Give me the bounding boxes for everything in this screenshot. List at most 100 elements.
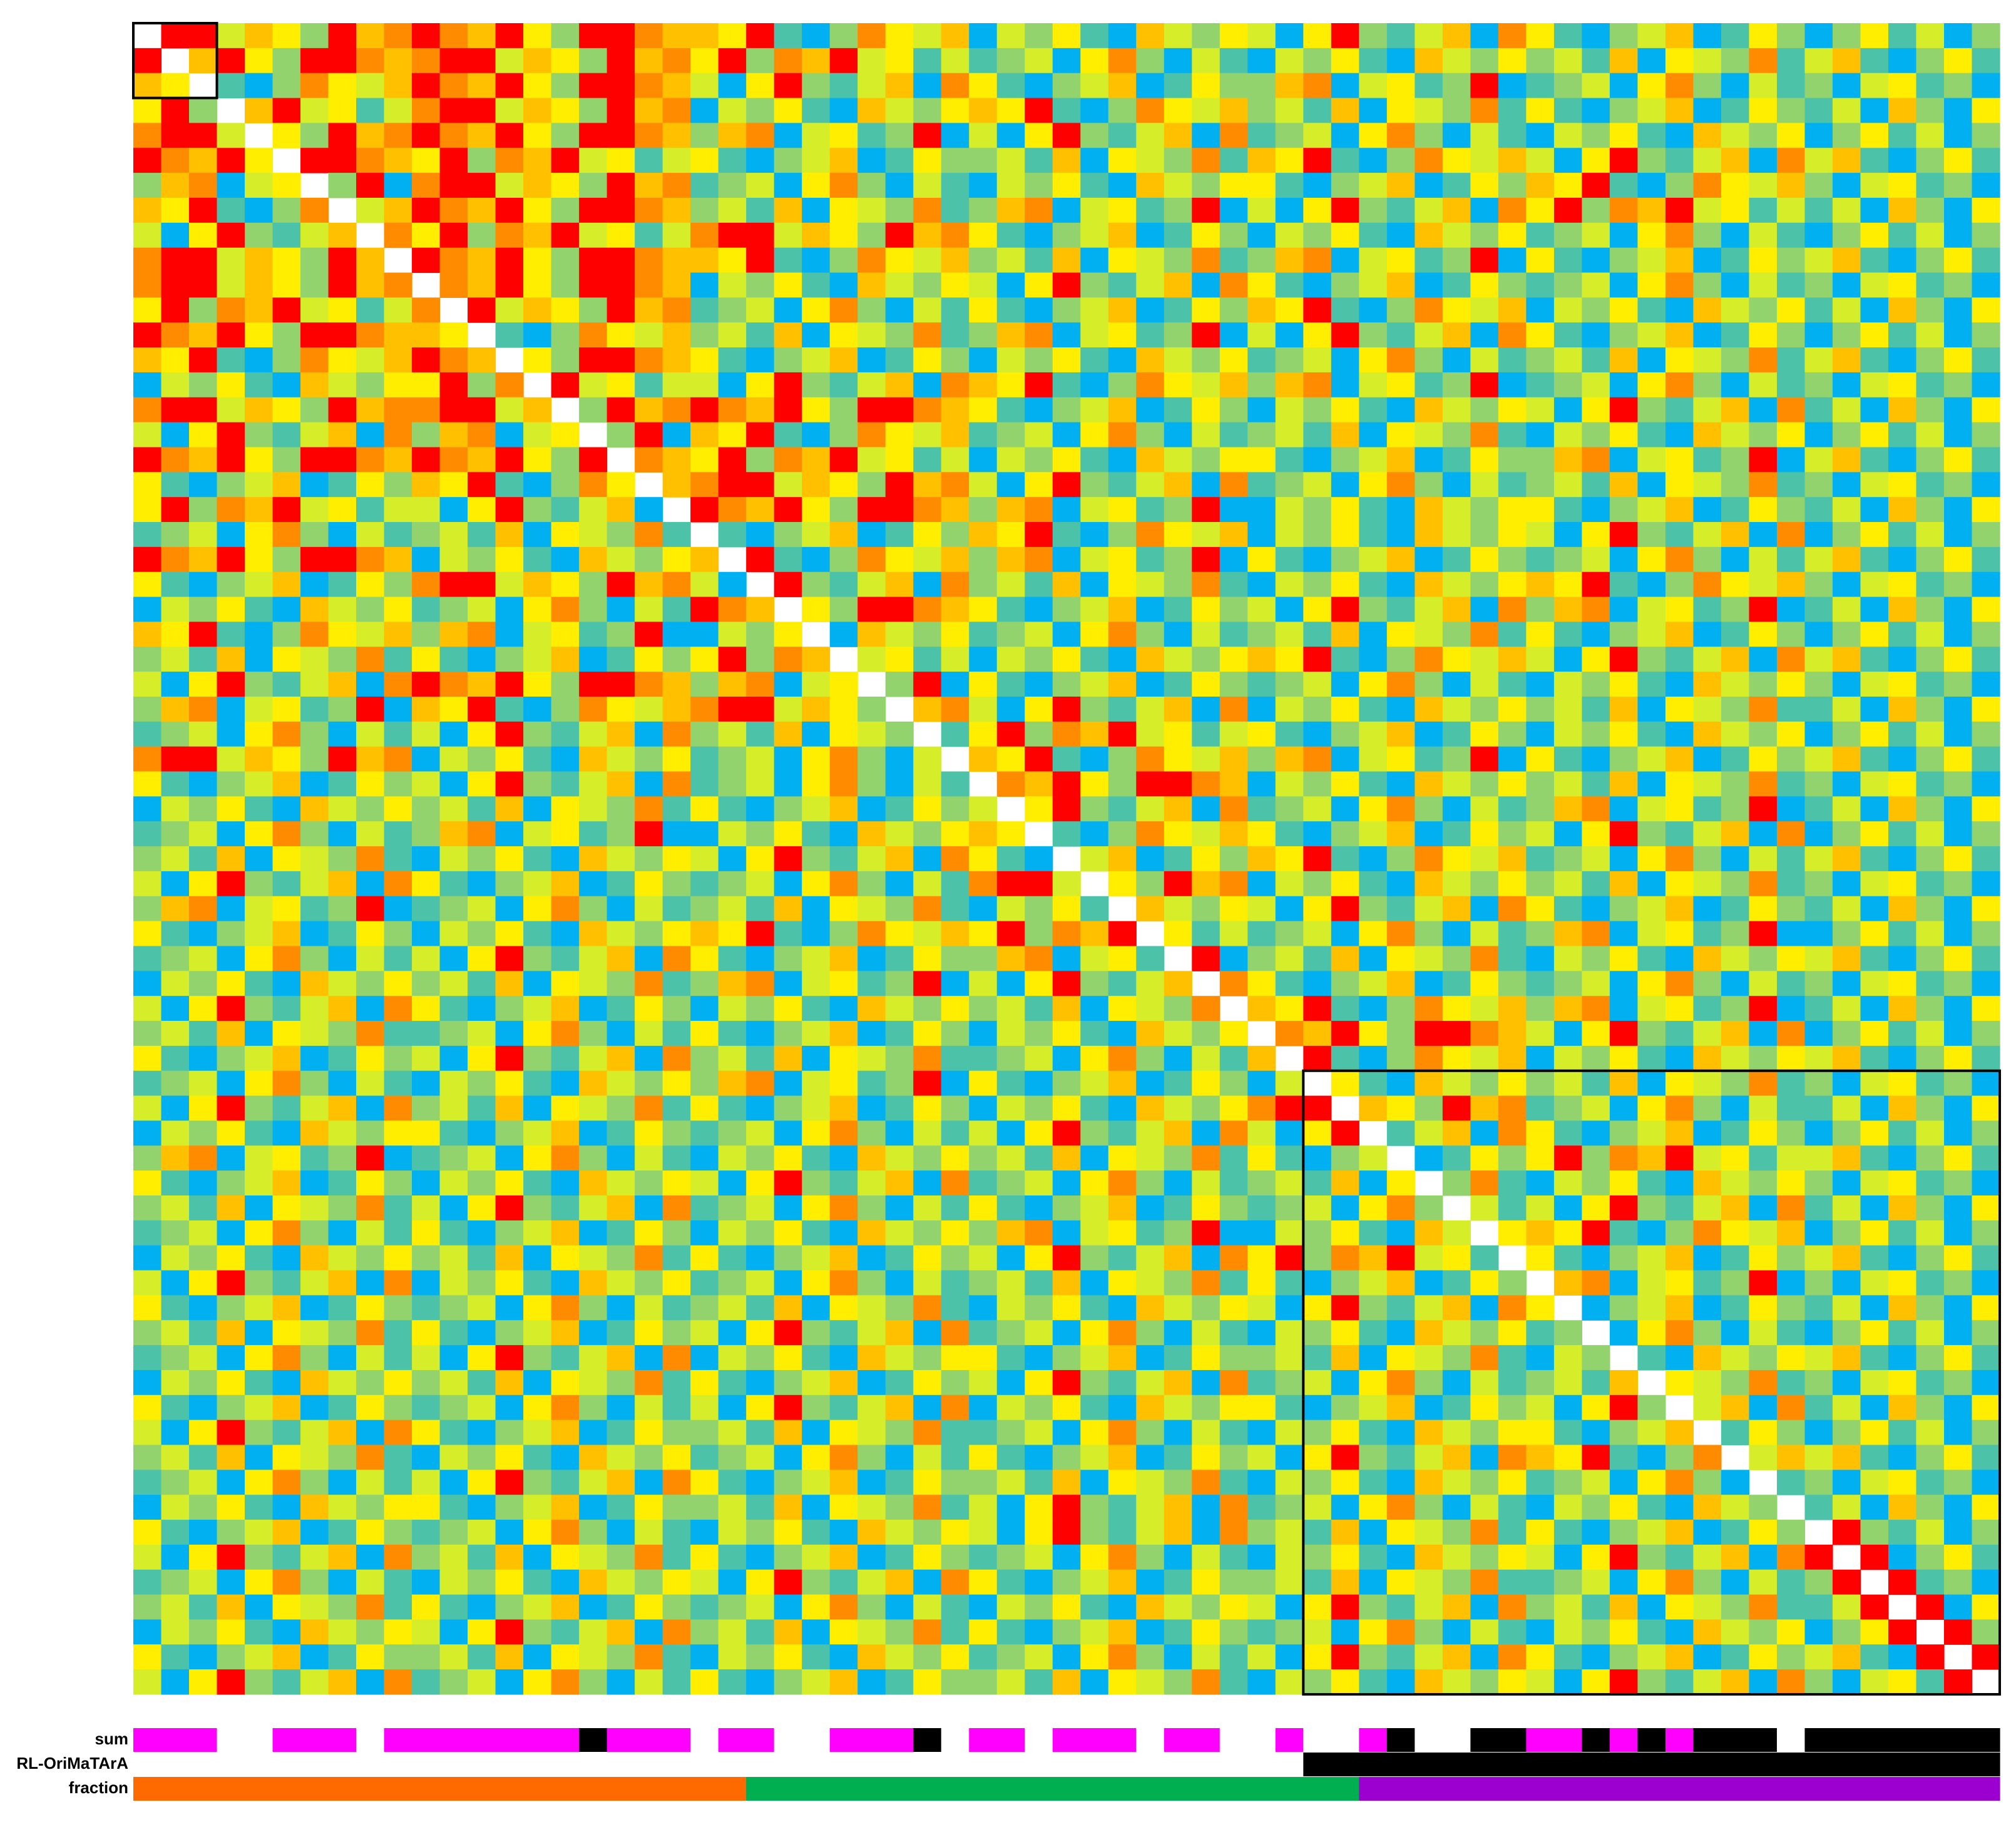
track-cell: [857, 1753, 886, 1776]
heatmap-cell: [885, 1520, 914, 1545]
heatmap-cell: [1553, 1420, 1582, 1446]
heatmap-cell: [1470, 522, 1499, 548]
heatmap-cell: [941, 1070, 970, 1097]
heatmap-cell: [1972, 1594, 2000, 1620]
heatmap-cell: [1860, 472, 1889, 498]
track-cell: [1415, 1753, 1443, 1776]
heatmap-cell: [1415, 1420, 1443, 1446]
heatmap-cell: [1080, 946, 1109, 971]
heatmap-cell: [245, 1021, 274, 1047]
heatmap-cell: [356, 1095, 385, 1122]
heatmap-cell: [1582, 48, 1610, 74]
heatmap-cell: [1553, 123, 1582, 148]
heatmap-cell: [468, 596, 496, 623]
heatmap-cell: [996, 1520, 1025, 1545]
heatmap-cell: [523, 222, 552, 248]
heatmap-cell: [1359, 422, 1388, 448]
heatmap-cell: [384, 846, 412, 872]
heatmap-cell: [300, 48, 329, 74]
heatmap-cell: [1804, 173, 1833, 198]
heatmap-cell: [774, 546, 802, 573]
heatmap-cell: [1080, 1520, 1109, 1545]
heatmap-cell: [1553, 1445, 1582, 1470]
heatmap-cell: [969, 1021, 998, 1047]
heatmap-cell: [1832, 1594, 1861, 1620]
heatmap-cell: [1749, 397, 1778, 423]
heatmap-cell: [439, 1594, 468, 1620]
heatmap-cell: [245, 1195, 274, 1221]
heatmap-cell: [1192, 422, 1220, 448]
heatmap-cell: [1832, 297, 1861, 323]
heatmap-cell: [217, 821, 245, 847]
heatmap-cell: [606, 148, 635, 173]
heatmap-cell: [412, 1644, 441, 1670]
track-cell: [1359, 1753, 1388, 1776]
heatmap-cell: [133, 696, 162, 722]
heatmap-cell: [300, 372, 329, 398]
heatmap-cell: [1247, 971, 1276, 996]
heatmap-cell: [384, 1420, 412, 1446]
heatmap-cell: [1192, 1594, 1220, 1620]
heatmap-cell: [1192, 1395, 1220, 1421]
heatmap-cell: [1470, 672, 1499, 697]
heatmap-cell: [1582, 1619, 1610, 1645]
heatmap-cell: [1052, 1569, 1081, 1595]
heatmap-cell: [1553, 1520, 1582, 1545]
heatmap-cell: [579, 647, 608, 672]
heatmap-cell: [606, 272, 635, 298]
heatmap-cell: [1052, 1669, 1081, 1695]
heatmap-cell: [1164, 596, 1192, 623]
heatmap-cell: [1721, 746, 1750, 772]
track-cell: [690, 1777, 719, 1801]
heatmap-cell: [439, 23, 468, 49]
heatmap-cell: [1943, 1270, 1973, 1296]
heatmap-cell: [468, 746, 496, 772]
track-cell: [1553, 1777, 1582, 1801]
heatmap-cell: [1776, 397, 1806, 423]
heatmap-cell: [439, 721, 468, 747]
heatmap-cell: [356, 1420, 385, 1446]
heatmap-cell: [356, 497, 385, 523]
heatmap-cell: [1526, 1544, 1555, 1570]
heatmap-cell: [217, 672, 245, 697]
heatmap-cell: [300, 1070, 329, 1097]
heatmap-cell: [217, 472, 245, 498]
heatmap-cell: [1749, 1021, 1778, 1047]
heatmap-cell: [1247, 946, 1276, 971]
heatmap-cell: [245, 1520, 274, 1545]
heatmap-cell: [690, 1095, 719, 1122]
heatmap-cell: [468, 1594, 496, 1620]
heatmap-cell: [913, 397, 942, 423]
heatmap-cell: [1888, 896, 1917, 922]
heatmap-cell: [1526, 1120, 1555, 1146]
heatmap-cell: [829, 297, 858, 323]
heatmap-cell: [523, 1470, 552, 1495]
heatmap-cell: [1219, 571, 1248, 598]
heatmap-cell: [495, 1045, 524, 1072]
heatmap-cell: [690, 497, 719, 523]
heatmap-cell: [1386, 546, 1415, 573]
heatmap-cell: [356, 771, 385, 797]
heatmap-cell: [1972, 921, 2000, 947]
heatmap-cell: [1303, 48, 1332, 74]
heatmap-cell: [1582, 123, 1610, 148]
heatmap-cell: [1386, 647, 1415, 672]
heatmap-cell: [412, 1445, 441, 1470]
heatmap-cell: [1052, 347, 1081, 373]
heatmap-cell: [356, 1220, 385, 1246]
heatmap-cell: [802, 98, 831, 124]
heatmap-cell: [1108, 422, 1137, 448]
heatmap-cell: [1637, 297, 1666, 323]
heatmap-cell: [1526, 1021, 1555, 1047]
heatmap-cell: [885, 123, 914, 148]
heatmap-cell: [1916, 1095, 1945, 1122]
heatmap-cell: [885, 622, 914, 647]
heatmap-cell: [1693, 73, 1722, 99]
heatmap-cell: [1609, 672, 1639, 697]
heatmap-cell: [1637, 522, 1666, 548]
heatmap-cell: [1442, 322, 1471, 348]
heatmap-cell: [300, 1544, 329, 1570]
heatmap-cell: [1582, 347, 1610, 373]
heatmap-cell: [579, 596, 608, 623]
heatmap-cell: [885, 1070, 914, 1097]
